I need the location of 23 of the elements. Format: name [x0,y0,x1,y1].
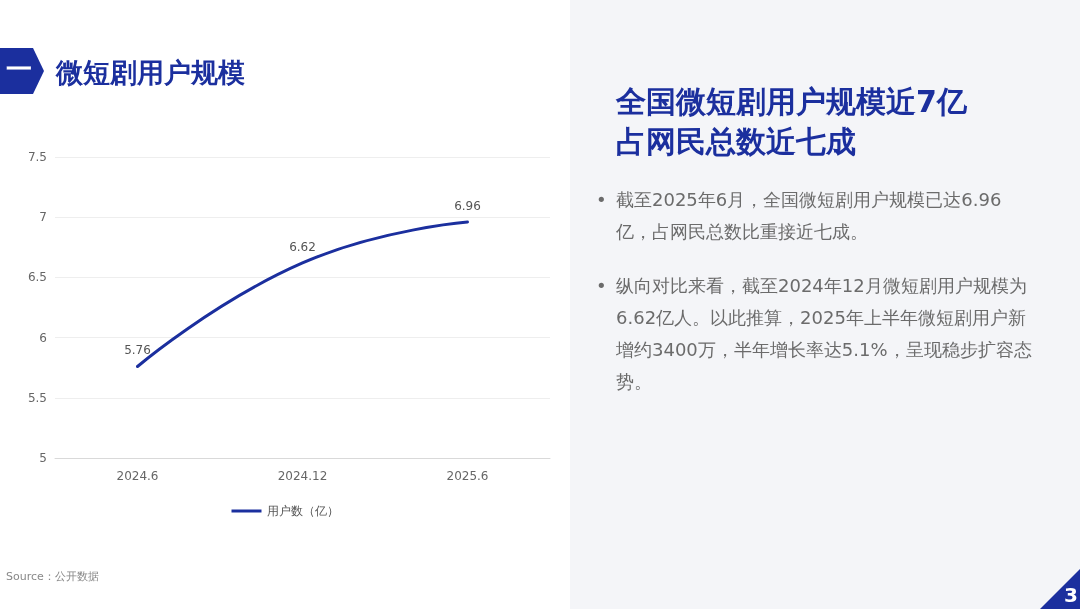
y-tick-label: 7 [39,210,47,225]
x-tick-label: 2025.6 [446,469,489,483]
data-label: 6.62 [289,239,316,254]
text: 全国微短剧用户规模近7亿 [616,83,968,121]
source-note: Source：公开数据 [6,569,99,584]
y-tick-label: 5.5 [27,390,47,405]
data-label: 6.96 [454,199,481,214]
legend-label: 用户数（亿） [266,504,339,518]
y-tick-label: 6.5 [27,270,47,285]
chart-title: 微短剧用户规模 [56,56,245,90]
text: 占网民总数近七成 [616,123,857,161]
y-tick-label: 7.5 [27,150,47,164]
text: 截至2025年6月，全国微短剧用户规模已达6.96亿，占网民总数比重接近七成。 [616,188,1003,244]
x-tick-label: 2024.6 [116,469,159,483]
text: • [596,188,608,212]
text: 纵向对比来看，截至2024年12月微短剧用户规模为6.62亿人。以此推算，2025年上半年微短剧用户新增约3400万，半年增长率达5.1%，呈现稳步扩容态势。 [616,274,1033,394]
y-tick-label: 5 [39,451,47,465]
x-tick-label: 2024.12 [277,469,328,483]
text: • [596,274,608,298]
text: 3 [1064,583,1078,607]
data-label: 5.76 [124,343,151,358]
y-tick-label: 6 [39,330,47,345]
text: 一 [6,53,32,86]
